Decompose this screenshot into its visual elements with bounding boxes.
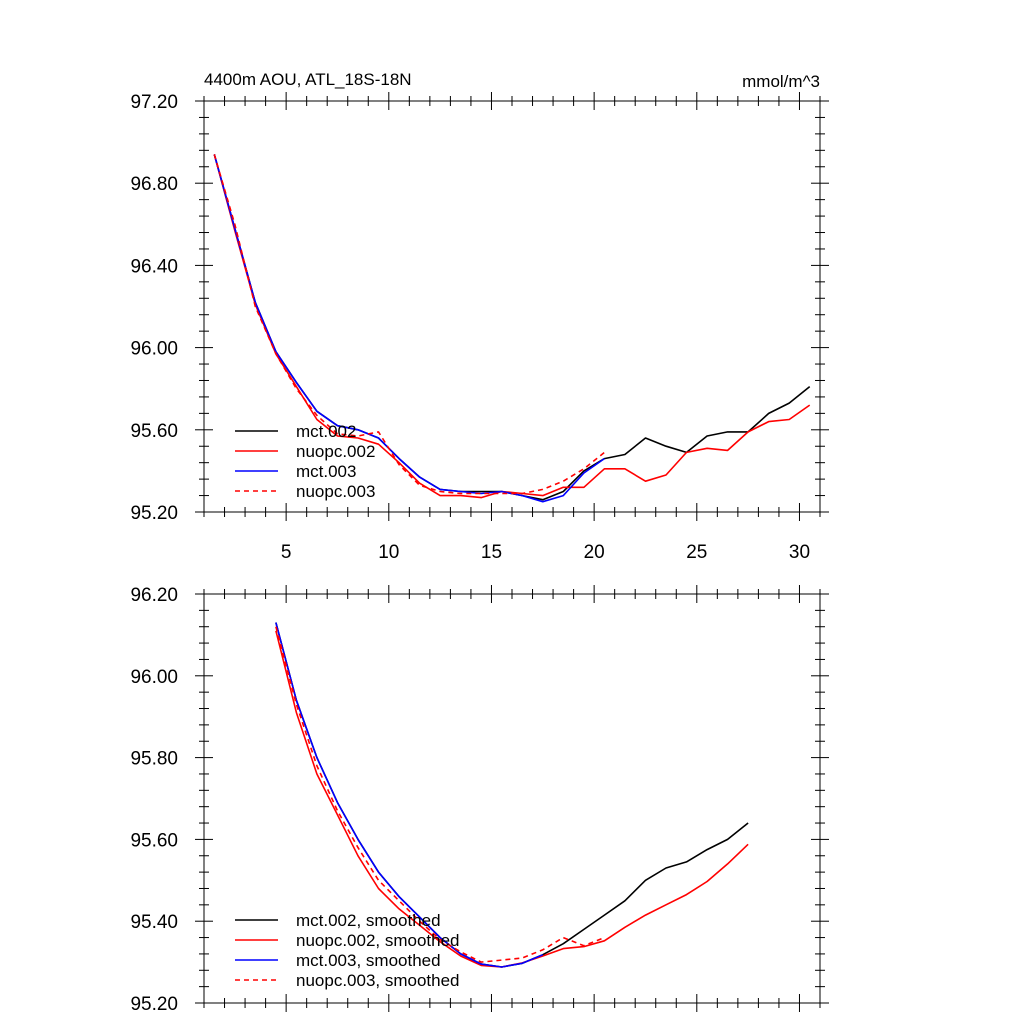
series-line-nuopc-003-smoothed [275,626,605,963]
y-tick-label: 95.80 [130,749,178,770]
y-tick-label: 96.00 [130,339,178,360]
legend-label: nuopc.002, smoothed [296,931,460,950]
series-line-nuopc-002 [213,154,811,499]
x-tick-label: 15 [481,542,502,563]
legend-label: mct.003, smoothed [296,951,441,970]
series-line-nuopc-003 [213,154,605,495]
y-tick-label: 95.60 [130,421,178,442]
units-label: mmol/m^3 [742,72,820,91]
legend-label: nuopc.003 [296,482,375,501]
y-tick-label: 95.20 [130,503,178,524]
legend-label: mct.002, smoothed [296,911,441,930]
chart-title: 4400m AOU, ATL_18S-18N [204,70,412,89]
x-tick-label: 5 [281,542,292,563]
x-tick-label: 10 [378,542,399,563]
y-tick-label: 96.80 [130,174,178,195]
chart-panel-2: 95.20 95.40 95.60 95.80 96.00 96.20 mct.002, s… [130,585,829,1015]
legend-label: nuopc.002 [296,442,375,461]
x-tick-label: 25 [686,542,707,563]
legend-label: nuopc.003, smoothed [296,971,460,990]
legend-label: mct.003 [296,462,356,481]
series-line-mct-003 [213,154,605,503]
y-tick-label: 96.00 [130,667,178,688]
y-tick-label: 95.40 [130,912,178,933]
series-line-mct-003-smoothed [275,622,544,968]
x-tick-label: 30 [789,542,810,563]
y-tick-label: 96.40 [130,256,178,277]
x-tick-label: 20 [584,542,605,563]
legend-label: mct.002 [296,422,356,441]
y-tick-label: 95.20 [130,994,178,1015]
chart-panel-1: 5 10 15 20 25 30 95.20 95.60 96.00 96.40 96.80 97.2… [130,70,829,563]
y-tick-label: 97.20 [130,92,178,113]
y-tick-label: 95.60 [130,830,178,851]
y-tick-label: 96.20 [130,585,178,606]
